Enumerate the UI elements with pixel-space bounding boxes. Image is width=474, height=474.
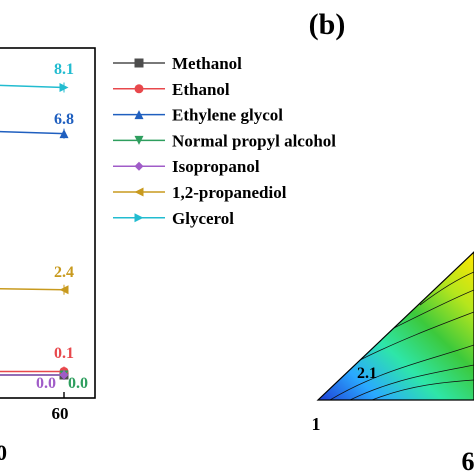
- legend-item: 1,2-propanediol: [113, 183, 287, 202]
- series-glycerol: [0, 82, 69, 93]
- ternary-corner-label: 1: [312, 414, 321, 434]
- plot-frame: [0, 47, 96, 399]
- legend-marker: [134, 110, 144, 120]
- series-1-2-propanediol: [0, 284, 69, 295]
- ternary-contour-panel: 2.1 1 6: [312, 251, 474, 474]
- data-label: 0.0: [68, 375, 88, 392]
- legend-marker: [134, 135, 144, 145]
- legend-label: Ethylene glycol: [172, 106, 283, 125]
- legend: Methanol Ethanol Ethylene glycol Normal pro…: [113, 54, 336, 228]
- data-label: 0.1: [54, 345, 74, 362]
- legend-item: Ethanol: [113, 80, 230, 99]
- contour-line: [371, 379, 474, 400]
- data-label: 6.8: [54, 111, 74, 128]
- legend-marker: [134, 58, 144, 68]
- series-line: [0, 288, 65, 291]
- data-point: [59, 285, 69, 295]
- legend-label: Glycerol: [172, 209, 234, 228]
- data-point: [59, 82, 69, 92]
- contour-line: [349, 364, 474, 400]
- series-line: [0, 130, 65, 135]
- data-label: 8.1: [54, 61, 74, 78]
- series-line: [0, 84, 65, 89]
- legend-marker: [134, 213, 144, 223]
- legend-marker: [134, 84, 144, 94]
- ternary-partial-axis-label: 6: [462, 447, 474, 474]
- data-point: [59, 370, 69, 380]
- data-label: 2.4: [54, 264, 74, 281]
- line-chart-panel: 60 0 0.1 6.8 0.0 0.0 2.4 8.1: [0, 47, 96, 465]
- contour-line: [389, 289, 474, 331]
- panel-label: (b): [309, 8, 346, 41]
- end-label-layer: 0.1 6.8 0.0 0.0 2.4 8.1: [36, 61, 88, 392]
- series-layer: [0, 82, 69, 380]
- x-tick-label: 60: [52, 404, 69, 423]
- legend-label: 1,2-propanediol: [172, 183, 287, 202]
- data-point: [59, 129, 69, 139]
- series-ethylene-glycol: [0, 128, 69, 139]
- contour-line: [359, 311, 474, 361]
- legend-marker: [134, 161, 144, 171]
- legend-label: Methanol: [172, 54, 242, 73]
- legend-item: Isopropanol: [113, 157, 260, 176]
- legend-item: Normal propyl alcohol: [113, 131, 336, 150]
- contour-line: [329, 344, 474, 400]
- legend-label: Isopropanol: [172, 157, 260, 176]
- legend-label: Normal propyl alcohol: [172, 131, 336, 150]
- legend-label: Ethanol: [172, 80, 230, 99]
- contour-value-label: 2.1: [357, 365, 377, 382]
- legend-item: Methanol: [113, 54, 242, 73]
- x-axis-partial-label: 0: [0, 440, 7, 465]
- series-isopropanol: [0, 370, 69, 380]
- ternary-outline: [316, 251, 474, 401]
- legend-marker: [134, 187, 144, 197]
- contour-lines: [329, 271, 474, 400]
- legend-item: Ethylene glycol: [113, 106, 283, 125]
- contour-line: [419, 271, 474, 306]
- legend-item: Glycerol: [113, 209, 234, 228]
- data-label: 0.0: [36, 375, 56, 392]
